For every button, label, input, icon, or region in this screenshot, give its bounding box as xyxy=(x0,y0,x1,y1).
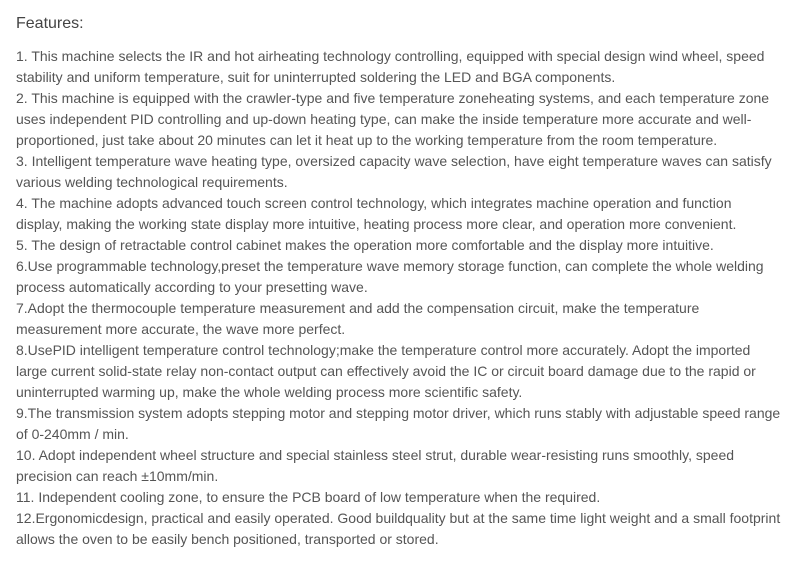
feature-text: 2. This machine is equipped with the cra… xyxy=(16,90,769,148)
feature-item: 8.UsePID intelligent temperature control… xyxy=(16,340,781,403)
feature-item: 3. Intelligent temperature wave heating … xyxy=(16,151,781,193)
feature-text: 8.UsePID intelligent temperature control… xyxy=(16,342,756,400)
feature-text: 3. Intelligent temperature wave heating … xyxy=(16,153,772,190)
feature-item: 2. This machine is equipped with the cra… xyxy=(16,88,781,151)
feature-item: 6.Use programmable technology,preset the… xyxy=(16,256,781,298)
features-title: Features: xyxy=(16,12,781,36)
feature-text: 4. The machine adopts advanced touch scr… xyxy=(16,195,736,232)
feature-text: 5. The design of retractable control cab… xyxy=(16,237,714,253)
feature-item: 12.Ergonomicdesign, practical and easily… xyxy=(16,508,781,550)
feature-text: 10. Adopt independent wheel structure an… xyxy=(16,447,734,484)
feature-item: 1. This machine selects the IR and hot a… xyxy=(16,46,781,88)
feature-text: 6.Use programmable technology,preset the… xyxy=(16,258,764,295)
feature-text: 1. This machine selects the IR and hot a… xyxy=(16,48,764,85)
feature-text: 12.Ergonomicdesign, practical and easily… xyxy=(16,510,780,547)
feature-item: 9.The transmission system adopts steppin… xyxy=(16,403,781,445)
feature-item: 4. The machine adopts advanced touch scr… xyxy=(16,193,781,235)
feature-item: 10. Adopt independent wheel structure an… xyxy=(16,445,781,487)
feature-text: 9.The transmission system adopts steppin… xyxy=(16,405,780,442)
feature-text: 7.Adopt the thermocouple temperature mea… xyxy=(16,300,699,337)
features-list: 1. This machine selects the IR and hot a… xyxy=(16,46,781,550)
feature-item: 7.Adopt the thermocouple temperature mea… xyxy=(16,298,781,340)
feature-item: 11. Independent cooling zone, to ensure … xyxy=(16,487,781,508)
feature-item: 5. The design of retractable control cab… xyxy=(16,235,781,256)
feature-text: 11. Independent cooling zone, to ensure … xyxy=(16,489,600,505)
